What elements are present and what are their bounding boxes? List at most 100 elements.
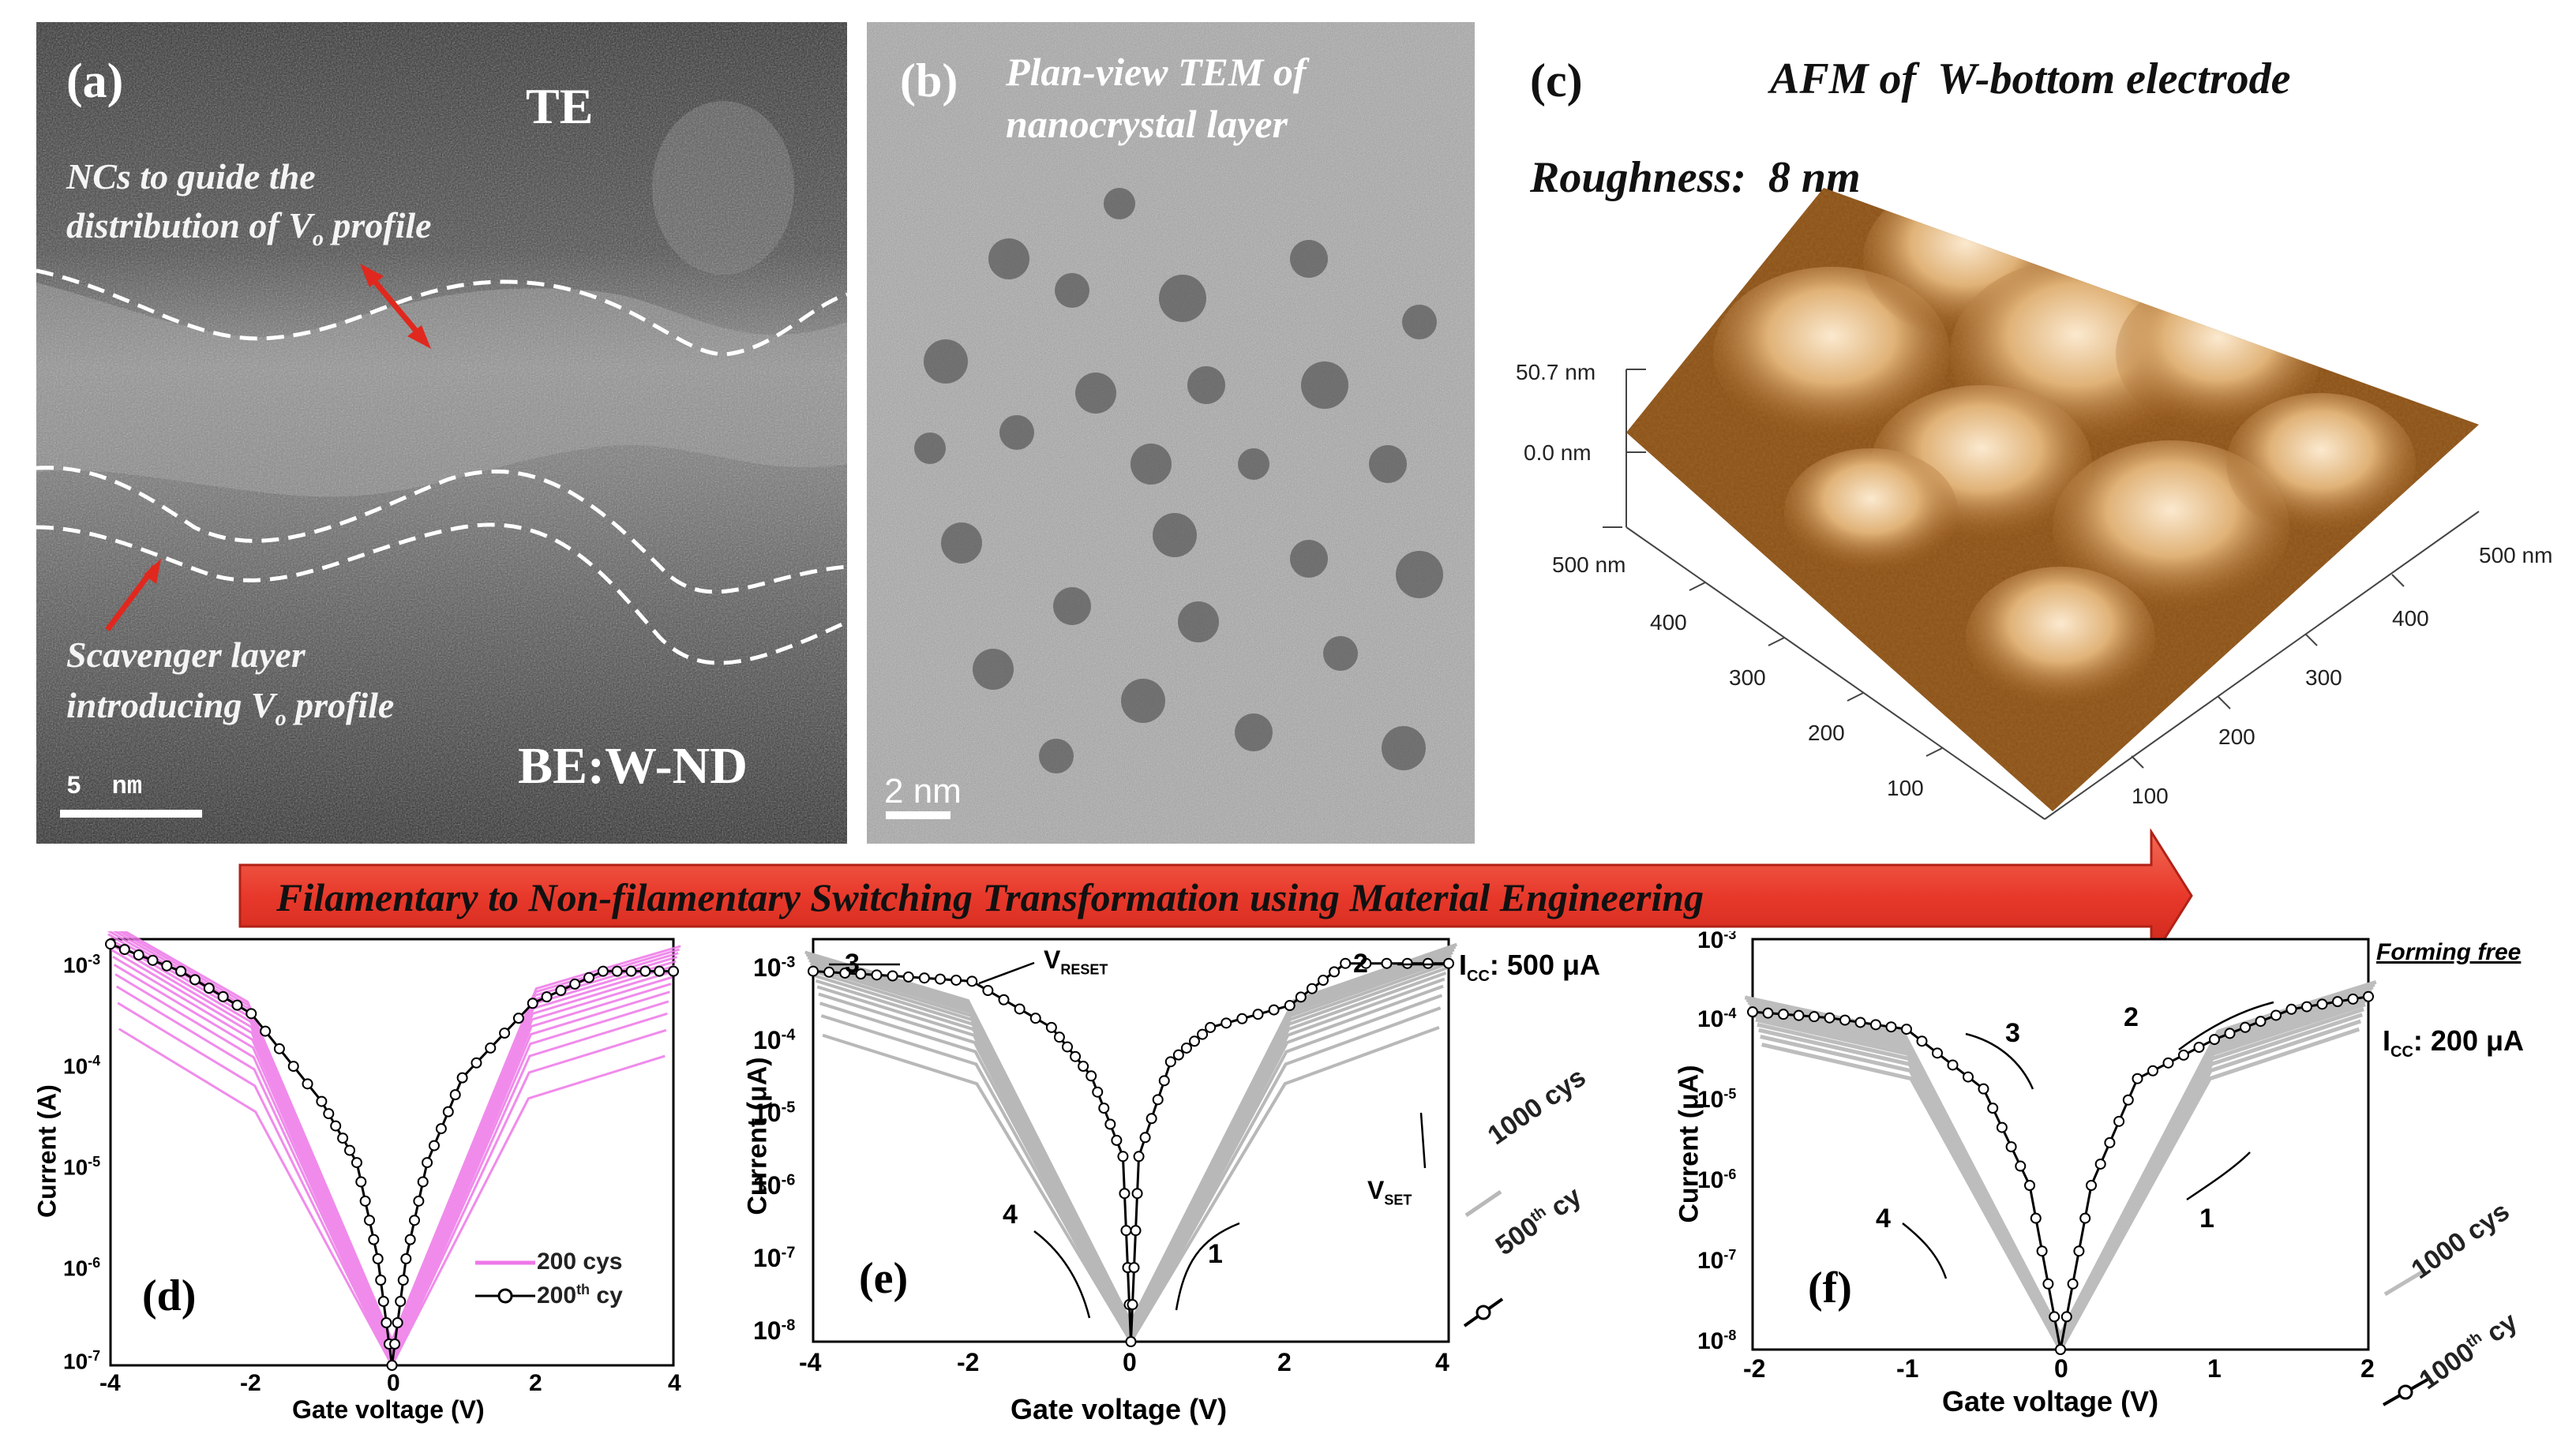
panel-c-title: AFM of W-bottom electrode <box>1770 54 2291 103</box>
chart-d-legend-200th: 200th cy <box>537 1282 623 1309</box>
chart-f-ytick-2: 10-5 <box>1697 1086 1737 1113</box>
chart-f-1000th-point-29 <box>2079 1212 2091 1224</box>
chart-d-200th-point-57 <box>625 965 637 977</box>
chart-f-1000th-point-12 <box>1932 1047 1943 1059</box>
nc-line-1: NCs to guide the <box>66 156 316 197</box>
chart-f-1000th-point-19 <box>2015 1160 2027 1172</box>
chart-d-200th-point-35 <box>400 1253 412 1264</box>
chart-f-xtick-1: -1 <box>1896 1354 1919 1383</box>
chart-d-200th-point-46 <box>471 1057 482 1069</box>
chart-d-200th-point-41 <box>428 1140 440 1151</box>
chart-e-500th-point-1 <box>823 966 835 978</box>
chart-f-1000th-point-34 <box>2122 1094 2134 1106</box>
chart-d-200th-point-8 <box>217 990 229 1002</box>
chart-e-legend-markers <box>1463 1189 1504 1327</box>
chart-f-1000th-point-16 <box>1987 1103 1999 1114</box>
chart-e-500th-point-11 <box>982 985 994 997</box>
chart-e-500th-point-51 <box>1295 991 1307 1003</box>
chart-e-500th-point-8 <box>935 973 946 985</box>
arrow-1-icon <box>1175 1222 1240 1311</box>
chart-e-500th-point-6 <box>902 971 914 983</box>
chart-f-1000th-point-13 <box>1947 1059 1959 1071</box>
panel-c-afm: (c) AFM of W-bottom electrode Roughness:… <box>1492 22 2576 844</box>
chart-d-200th-point-6 <box>189 974 201 986</box>
panel-d-chart: Current (A) Gate voltage (V) -4 -2 0 2 4… <box>0 931 695 1449</box>
chart-f-num-2: 2 <box>2124 1002 2139 1032</box>
chart-f-1000th-point-40 <box>2209 1034 2220 1046</box>
vreset-pointer-icon <box>978 961 1035 985</box>
afm-axes <box>1603 369 2480 820</box>
chart-e-500th-point-49 <box>1268 1004 1280 1016</box>
chart-e-500th-point-46 <box>1221 1017 1232 1029</box>
arrow-1-icon <box>2186 1151 2251 1201</box>
chart-e-500th-point-10 <box>966 975 978 987</box>
scale-label-a: 5 nm <box>66 772 143 801</box>
chart-e-xtick-4: 4 <box>1435 1348 1449 1376</box>
chart-f-1000th-point-5 <box>1824 1012 1835 1024</box>
chart-e-500th-point-2 <box>839 967 851 979</box>
chart-f-1000th-point-47 <box>2316 998 2328 1010</box>
chart-f-1000th-point-36 <box>2147 1065 2158 1076</box>
chart-f-1000th-point-35 <box>2132 1073 2143 1084</box>
scale-bar-b <box>886 811 951 819</box>
chart-d-200th-point-13 <box>287 1061 299 1073</box>
chart-d-200th-point-28 <box>381 1317 392 1328</box>
nanocrystal-dots <box>914 188 1443 773</box>
chart-e-500th-point-34 <box>1131 1188 1143 1200</box>
te-label: TE <box>526 78 594 134</box>
afm-left-tick-500: 500 nm <box>1552 552 1626 577</box>
chart-e-vreset: VRESET <box>1044 945 1108 978</box>
chart-f-1000th-point-25 <box>2055 1344 2066 1355</box>
scavenger-arrow-icon <box>105 564 157 632</box>
afm-right-tick-500: 500 nm <box>2479 543 2553 567</box>
chart-f-1000th-point-0 <box>1747 1006 1758 1018</box>
arrow-4-icon <box>1902 1222 1948 1279</box>
nc-annotation: NCs to guide the distribution of Vo prof… <box>66 152 432 264</box>
chart-e-ytick-0: 10-3 <box>753 953 796 982</box>
chart-f-1000th-point-11 <box>1916 1035 1928 1047</box>
chart-e-500th-point-31 <box>1127 1299 1138 1311</box>
chart-e-500th-point-19 <box>1078 1061 1089 1073</box>
chart-e-500th-point-43 <box>1189 1035 1200 1047</box>
chart-d-200th-point-36 <box>404 1234 416 1245</box>
panel-b-title-line2: nanocrystal layer <box>1006 102 1288 146</box>
panel-b-title: Plan-view TEM of nanocrystal layer <box>1006 46 1307 150</box>
panel-c-label: (c) <box>1530 54 1583 107</box>
chart-d-200th-point-18 <box>337 1133 349 1144</box>
chart-d-200th-point-2 <box>133 949 144 960</box>
chart-d-200th-point-59 <box>654 965 666 977</box>
chart-f-1000th-point-6 <box>1839 1014 1850 1026</box>
chart-e-500th-point-22 <box>1098 1103 1110 1114</box>
chart-e-500th-series <box>808 957 1454 1347</box>
chart-d-200th-point-22 <box>359 1195 371 1207</box>
chart-f-1000th-point-9 <box>1885 1021 1897 1033</box>
chart-f-1000th-point-20 <box>2024 1180 2035 1191</box>
panel-f-label: (f) <box>1808 1264 1852 1312</box>
chart-f-1000th-point-22 <box>2036 1245 2048 1257</box>
chart-d-200th-point-24 <box>368 1234 380 1245</box>
chart-d-legend-markers <box>475 1260 535 1304</box>
chart-d-legend-200cys: 200 cys <box>537 1249 623 1275</box>
chart-f-1000th-point-21 <box>2030 1212 2042 1224</box>
chart-d-ytick-4: 10-7 <box>63 1348 101 1374</box>
chart-f-1000th-point-50 <box>2363 990 2374 1002</box>
chart-d-200th-point-47 <box>485 1042 497 1054</box>
panel-d-label: (d) <box>142 1271 197 1320</box>
chart-f-1000th-point-41 <box>2224 1028 2236 1039</box>
chart-f-1000th-point-7 <box>1854 1017 1866 1028</box>
afm-left-tick-300: 300 <box>1729 665 1766 690</box>
arrow-2-icon <box>2178 1001 2274 1051</box>
chart-f-1000th-point-31 <box>2094 1158 2106 1170</box>
chart-e-500th-point-26 <box>1119 1188 1131 1200</box>
chart-d-200th-point-12 <box>273 1043 285 1054</box>
chart-d-200th-point-30 <box>386 1360 398 1371</box>
chart-e-500th-point-37 <box>1146 1113 1157 1125</box>
panel-b-tem-image: (b) Plan-view TEM of nanocrystal layer 2… <box>867 22 1475 844</box>
be-label: BE:W-ND <box>518 737 748 795</box>
chart-d-200th-point-21 <box>355 1176 367 1188</box>
afm-right-tick-100: 100 <box>2132 784 2169 808</box>
vset-pointer-icon <box>1419 1112 1427 1169</box>
chart-e-xtick-1: -2 <box>957 1348 980 1376</box>
chart-f-1000th-point-8 <box>1870 1019 1881 1031</box>
chart-e-500th-point-7 <box>918 972 930 984</box>
